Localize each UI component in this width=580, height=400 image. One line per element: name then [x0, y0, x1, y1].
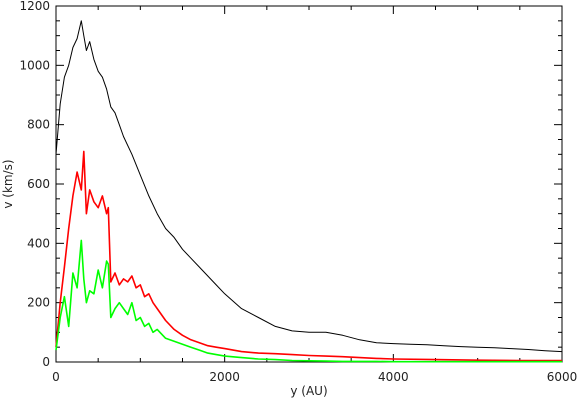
x-tick-label: 0 — [52, 370, 60, 384]
y-axis-ticks: 0 200 400 600 800 1000 1200 — [19, 0, 562, 369]
y-tick-label: 600 — [27, 177, 50, 191]
y-tick-label: 0 — [42, 355, 50, 369]
y-tick-label: 800 — [27, 118, 50, 132]
x-tick-label: 6000 — [547, 370, 578, 384]
x-axis-ticks: 0 2000 4000 6000 — [52, 6, 577, 384]
y-tick-label: 1000 — [19, 58, 50, 72]
y-tick-label: 400 — [27, 236, 50, 250]
y-tick-label: 1200 — [19, 0, 50, 13]
series-line-2 — [55, 150, 562, 362]
series-line-1 — [55, 20, 563, 353]
x-tick-label: 2000 — [209, 370, 240, 384]
y-tick-label: 200 — [27, 296, 50, 310]
x-tick-label: 4000 — [378, 370, 409, 384]
series-lines — [55, 20, 563, 363]
series-line-3 — [55, 239, 562, 363]
plot-frame — [55, 5, 563, 363]
y-axis-label: v (km/s) — [1, 159, 15, 208]
x-axis-label: y (AU) — [290, 384, 327, 398]
